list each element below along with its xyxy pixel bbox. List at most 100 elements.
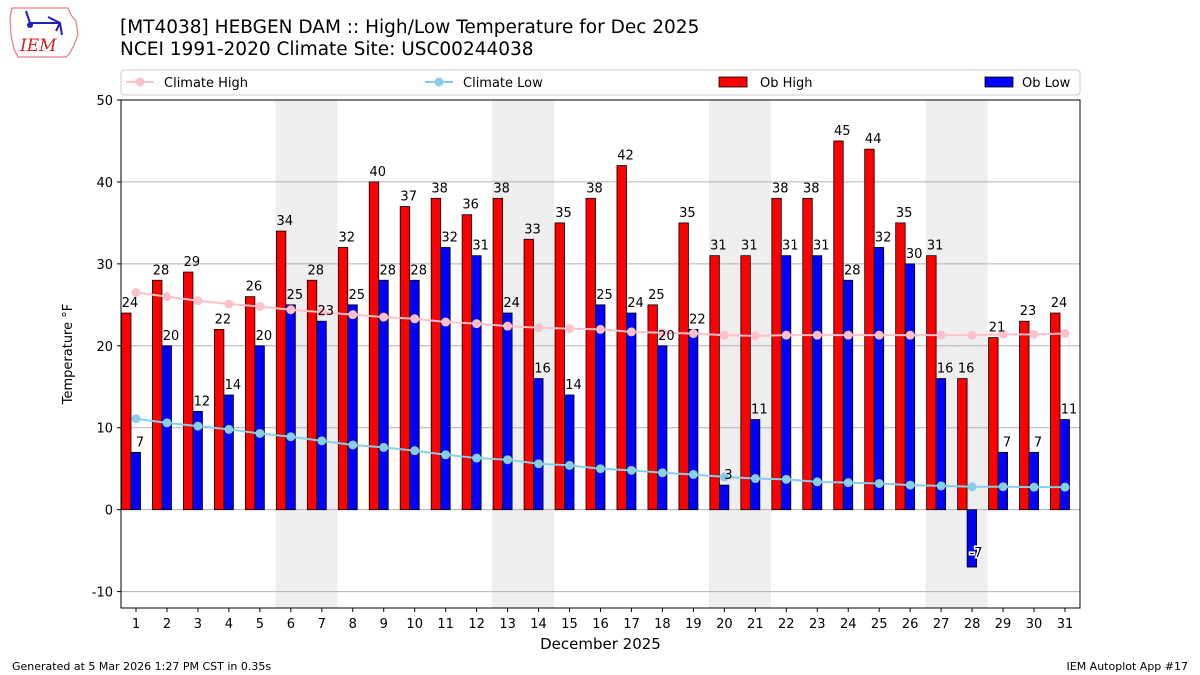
ob-low-label: 32 (441, 230, 458, 245)
ob-low-label: 3 (724, 468, 732, 483)
ob-low-bar (780, 255, 792, 511)
ob-high-label: 29 (184, 255, 201, 270)
ob-low-bar (842, 279, 854, 511)
ob-high-label: 37 (400, 190, 417, 205)
climate-low-point (441, 450, 451, 460)
ob-low-label: 23 (318, 304, 335, 319)
ob-high-bar (740, 255, 751, 511)
climate-low-point (193, 421, 203, 431)
y-tick-label: 20 (96, 340, 113, 355)
climate-high-point (441, 317, 451, 327)
ob-high-label: 26 (246, 280, 263, 295)
ob-high-bar (709, 255, 720, 511)
ob-high-label: 44 (865, 132, 882, 147)
ob-low-bar (502, 312, 513, 511)
ob-high-bar (368, 181, 380, 511)
ob-low-label: 22 (689, 312, 706, 327)
x-tick-label: 7 (318, 617, 326, 632)
ob-low-label: -7 (970, 546, 983, 561)
climate-high-point (657, 328, 667, 338)
climate-high-point (565, 324, 575, 334)
x-tick-label: 31 (1057, 617, 1074, 632)
ob-high-label: 25 (648, 288, 665, 303)
climate-high-point (193, 296, 203, 306)
ob-low-label: 28 (410, 263, 427, 278)
ob-low-bar (904, 263, 916, 511)
climate-high-point (596, 324, 605, 334)
x-tick-label: 16 (592, 617, 609, 632)
x-tick-label: 6 (287, 617, 295, 632)
ob-low-bar (749, 419, 761, 511)
ob-high-label: 28 (153, 263, 170, 278)
climate-high-point (812, 330, 822, 340)
ob-low-label: 12 (194, 394, 211, 409)
ob-high-bar (306, 279, 318, 511)
ob-high-bar (585, 197, 596, 511)
ob-high-label: 34 (277, 214, 294, 229)
climate-high-point (503, 321, 513, 331)
ob-low-bar (811, 255, 823, 511)
ob-high-bar (957, 378, 968, 511)
x-tick-label: 10 (406, 617, 423, 632)
y-axis-label: Temperature °F (61, 304, 76, 405)
ob-high-label: 38 (803, 181, 820, 196)
climate-low-point (905, 480, 915, 490)
climate-low-point (162, 418, 172, 428)
x-tick-label: 11 (437, 617, 454, 632)
climate-low-point (565, 460, 575, 470)
ob-low-bar (1028, 451, 1039, 511)
ob-low-label: 31 (813, 239, 830, 254)
ob-high-bar (183, 271, 194, 511)
ob-low-bar (440, 247, 451, 511)
climate-high-point (874, 330, 884, 340)
ob-high-bar (523, 238, 534, 511)
x-tick-label: 13 (499, 617, 516, 632)
ob-high-bar (275, 230, 287, 511)
climate-low-point (255, 428, 265, 438)
ob-low-label: 14 (225, 378, 242, 393)
climate-low-point (534, 459, 544, 469)
title-line-2: NCEI 1991-2020 Climate Site: USC00244038 (120, 39, 534, 60)
ob-high-label: 22 (215, 312, 232, 327)
ob-low-label: 25 (348, 288, 365, 303)
ob-high-bar (492, 197, 504, 511)
ob-high-label: 31 (710, 239, 727, 254)
x-tick-label: 4 (225, 617, 233, 632)
legend-climate-high-label: Climate High (164, 76, 248, 91)
x-tick-label: 14 (530, 617, 547, 632)
ob-high-label: 21 (989, 321, 1006, 336)
climate-low-point (781, 474, 791, 484)
x-tick-label: 19 (685, 617, 702, 632)
ob-high-bar (430, 197, 442, 511)
ob-high-bar (461, 214, 473, 511)
climate-low-point (131, 414, 141, 424)
climate-low-point (843, 478, 853, 488)
x-tick-label: 24 (840, 617, 857, 632)
climate-low-point (317, 436, 327, 446)
climate-high-point (348, 310, 358, 320)
ob-high-label: 23 (1020, 304, 1037, 319)
ob-high-bar (213, 329, 225, 511)
climate-high-point (781, 330, 791, 340)
climate-low-point (348, 440, 358, 450)
x-tick-label: 20 (716, 617, 733, 632)
climate-high-point (905, 330, 915, 340)
ob-high-label: 42 (617, 149, 634, 164)
climate-low-point (1029, 482, 1039, 492)
ob-low-label: 24 (503, 296, 520, 311)
ob-high-label: 33 (524, 222, 541, 237)
x-tick-label: 2 (163, 617, 171, 632)
legend-ob-high-label: Ob High (760, 76, 813, 91)
ob-low-bar (316, 320, 327, 511)
x-tick-label: 1 (132, 617, 140, 632)
ob-low-label: 20 (163, 329, 180, 344)
ob-high-bar (678, 222, 689, 511)
climate-low-point (936, 481, 946, 491)
x-tick-label: 22 (778, 617, 795, 632)
climate-low-point (286, 432, 296, 442)
ob-high-bar (895, 222, 906, 511)
ob-low-bar (161, 345, 172, 511)
ob-low-label: 28 (844, 263, 861, 278)
y-tick-label: 30 (96, 258, 113, 273)
ob-low-bar (347, 304, 358, 511)
